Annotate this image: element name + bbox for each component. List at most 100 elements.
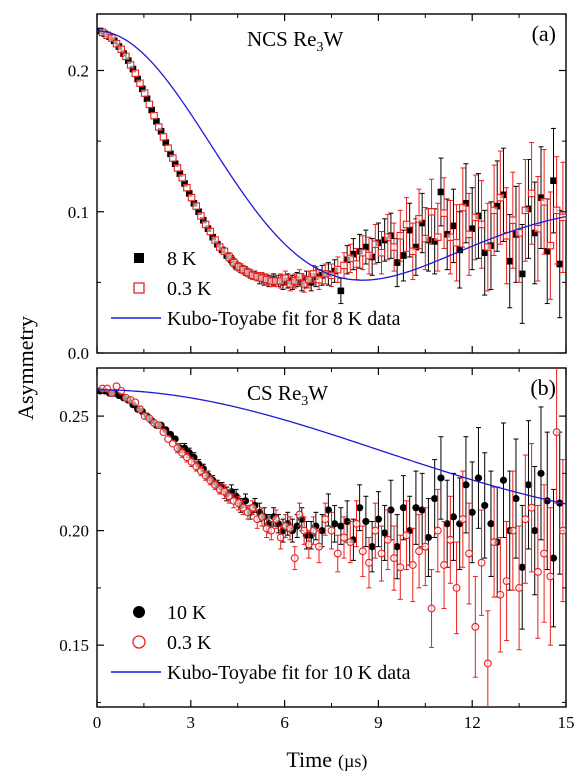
data-point [412,504,420,512]
data-point [377,248,386,257]
data-point [371,526,380,535]
legend-label: 8 K [167,248,197,270]
data-point [178,174,186,182]
data-point [406,226,413,234]
data-point [531,527,539,535]
data-point [257,512,266,521]
series-primary [97,387,564,630]
x-axis-unit: (µs) [338,751,367,772]
data-point [427,604,436,613]
data-point [462,199,470,207]
data-point [136,79,144,87]
data-point [458,515,467,524]
legend-marker [132,635,146,649]
data-point [374,515,382,523]
data-point [483,659,492,668]
data-point [309,270,318,278]
data-point [340,533,348,542]
data-point [150,111,158,120]
data-point [334,265,342,274]
data-point [131,69,140,78]
data-point [192,202,201,210]
data-point [225,492,234,501]
data-point [343,517,351,526]
data-point [155,123,163,131]
data-point [452,239,461,247]
data-point [321,515,330,524]
data-point [243,508,252,517]
data-point [318,527,326,535]
data-point [290,554,299,563]
data-point [431,238,438,245]
data-point [390,554,398,563]
data-point [509,216,517,224]
data-point [558,526,566,535]
data-point [446,233,455,241]
data-point [402,220,411,229]
data-point [295,272,304,281]
data-point [396,232,405,240]
data-point [164,435,173,443]
data-point [281,274,290,282]
data-point [474,474,483,482]
data-point [499,476,508,484]
data-point [383,535,392,544]
data-point [412,243,420,251]
y-tick-label: 0.20 [59,522,89,541]
data-point [131,398,140,407]
series-secondary [98,368,566,707]
data-point [352,519,361,528]
data-point [359,248,367,257]
data-point [129,65,137,73]
data-point [154,421,163,430]
x-tick-label: 3 [187,713,196,732]
data-point [300,280,308,288]
data-point [434,233,442,241]
data-point [481,501,489,510]
y-tick-label: 0.25 [59,407,89,426]
data-point [540,549,549,558]
data-point [552,428,561,437]
y-tick-label: 0.2 [68,62,89,81]
x-tick-label: 12 [464,713,481,732]
data-point [134,75,141,83]
data-point [540,198,548,206]
panel-letter: (a) [532,21,556,46]
data-point [315,542,323,551]
x-tick-label: 15 [558,713,575,732]
data-point [502,577,511,585]
data-point [164,144,172,152]
data-point [546,572,555,581]
legend-label: 10 K [167,602,207,624]
data-point [153,118,160,125]
y-tick-label: 0.15 [59,636,89,655]
data-point [527,503,536,512]
data-point [396,563,405,572]
data-point [183,183,191,192]
data-point [521,206,530,215]
data-point [315,275,323,284]
data-point [387,506,395,514]
data-point [148,106,156,114]
data-point [449,513,458,521]
data-point [358,547,367,556]
data-point [107,389,116,398]
data-point [531,229,539,237]
data-point [402,531,411,540]
data-point [537,194,545,201]
data-point [421,542,430,551]
data-point [433,526,442,535]
data-point [225,253,233,261]
data-point [515,229,523,237]
legend-marker [133,606,145,618]
data-point [484,243,492,251]
legend-label: Kubo-Toyabe fit for 10 K data [167,662,411,684]
data-point [452,583,461,592]
data-point [424,533,433,542]
data-point [157,127,165,135]
data-point [431,494,439,503]
data-point [234,499,243,508]
data-point [215,243,224,251]
legend-marker [133,282,145,294]
data-point [515,583,524,592]
